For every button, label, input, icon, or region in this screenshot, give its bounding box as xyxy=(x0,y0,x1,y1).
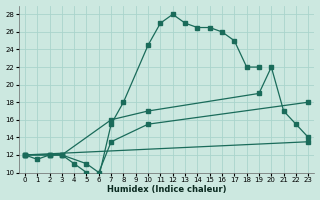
X-axis label: Humidex (Indice chaleur): Humidex (Indice chaleur) xyxy=(107,185,226,194)
